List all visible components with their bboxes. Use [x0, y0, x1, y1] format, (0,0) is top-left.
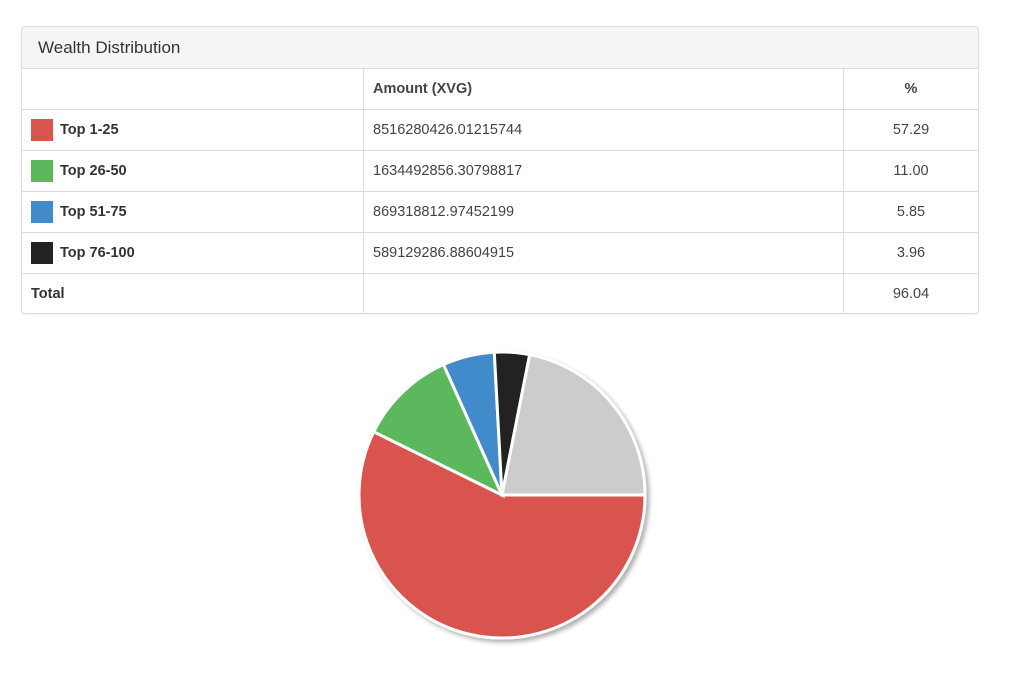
color-swatch-black: [31, 242, 53, 264]
table-row: Top 1-25 8516280426.01215744 57.29: [22, 109, 978, 151]
pie-slice-rest: [500, 352, 647, 497]
row-amount: 1634492856.30798817: [363, 150, 844, 192]
pie-chart: [357, 350, 647, 640]
row-pct: 5.85: [843, 191, 978, 233]
total-label: Total: [31, 286, 65, 302]
total-amount: [363, 273, 844, 313]
table-total-row: Total 96.04: [22, 273, 978, 313]
row-amount: 869318812.97452199: [363, 191, 844, 233]
total-pct: 96.04: [892, 286, 930, 302]
row-pct: 3.96: [843, 232, 978, 274]
pie-chart-container: [345, 340, 665, 660]
table-row: Top 26-50 1634492856.30798817 11.00: [22, 150, 978, 192]
header-label: [22, 69, 364, 110]
color-swatch-red: [31, 119, 53, 141]
row-label: Top 51-75: [60, 204, 127, 220]
header-amount: Amount (XVG): [363, 69, 844, 110]
wealth-distribution-panel: Wealth Distribution Amount (XVG) % Top 1…: [21, 26, 979, 314]
row-label: Top 1-25: [60, 122, 119, 138]
row-label: Top 76-100: [60, 245, 135, 261]
panel-title: Wealth Distribution: [22, 27, 978, 69]
table-row: Top 76-100 589129286.88604915 3.96: [22, 232, 978, 274]
color-swatch-blue: [31, 201, 53, 223]
row-label: Top 26-50: [60, 163, 127, 179]
row-amount: 589129286.88604915: [363, 232, 844, 274]
row-pct: 57.29: [843, 109, 978, 151]
pie-slice-top-1-25: [357, 429, 647, 640]
table-row: Top 51-75 869318812.97452199 5.85: [22, 191, 978, 233]
table-header-row: Amount (XVG) %: [22, 69, 978, 110]
color-swatch-green: [31, 160, 53, 182]
header-pct: %: [843, 69, 978, 110]
wealth-table: Amount (XVG) % Top 1-25 8516280426.01215…: [22, 69, 978, 313]
pie-slice-top-26-50: [371, 362, 506, 499]
row-pct: 11.00: [843, 150, 978, 192]
row-amount: 8516280426.01215744: [363, 109, 844, 151]
